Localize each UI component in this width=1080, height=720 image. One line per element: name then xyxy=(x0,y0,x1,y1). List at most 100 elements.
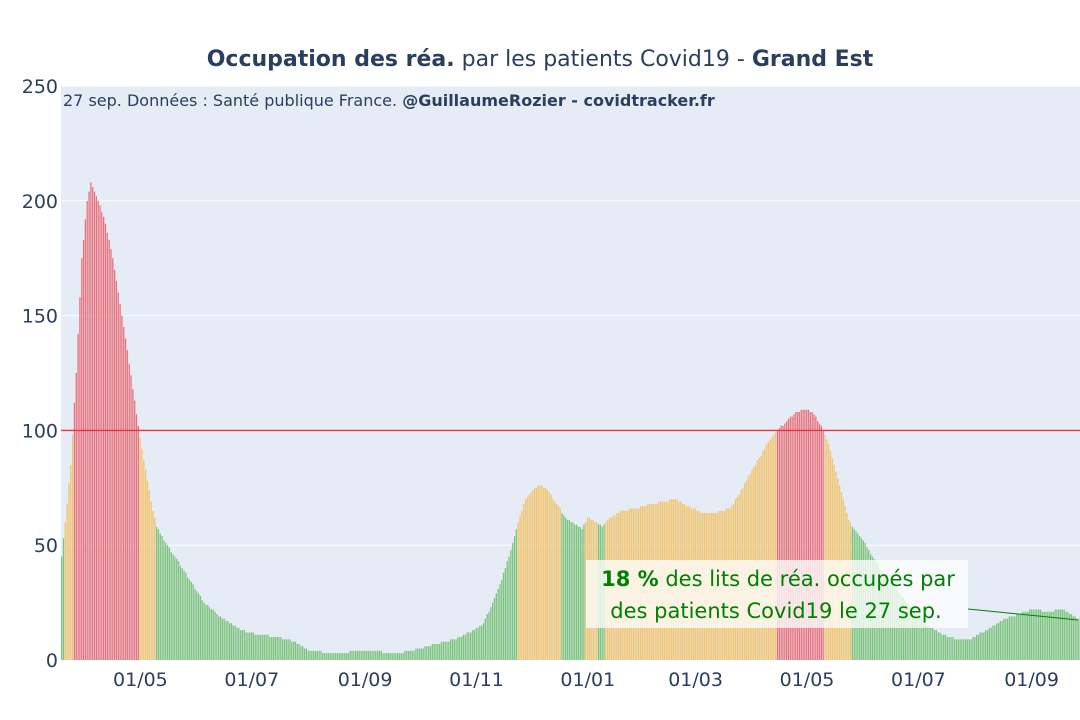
bar xyxy=(95,196,98,660)
bar xyxy=(201,600,203,660)
bar xyxy=(1061,609,1064,660)
bar xyxy=(439,643,441,660)
bar xyxy=(271,637,273,660)
bar xyxy=(952,637,954,660)
bar xyxy=(548,492,550,660)
bar xyxy=(424,646,426,660)
bar xyxy=(510,549,512,660)
bar xyxy=(300,646,302,660)
bar xyxy=(506,561,508,660)
bar xyxy=(1036,609,1038,660)
y-tick-label: 200 xyxy=(22,191,58,213)
bar xyxy=(305,648,308,660)
bar xyxy=(769,439,771,660)
bar xyxy=(230,623,233,660)
bar xyxy=(457,637,459,660)
bar xyxy=(90,182,92,660)
bar xyxy=(523,503,525,660)
bar xyxy=(513,536,516,660)
bar xyxy=(572,522,574,660)
bar xyxy=(216,614,218,660)
bar xyxy=(296,643,298,660)
bar xyxy=(908,604,910,660)
bar xyxy=(970,639,972,660)
bar xyxy=(212,609,214,660)
bar xyxy=(517,522,519,660)
bar xyxy=(983,632,985,660)
bar xyxy=(219,616,222,660)
bar xyxy=(493,598,496,660)
bar xyxy=(508,556,510,660)
bar xyxy=(196,591,198,660)
bar xyxy=(546,490,549,660)
bar xyxy=(183,570,185,660)
bar xyxy=(334,653,337,660)
source-note: 27 sep. Données : Santé publique France.… xyxy=(63,91,715,110)
bar xyxy=(554,501,556,660)
bar xyxy=(533,487,536,660)
bar xyxy=(521,510,523,660)
bar xyxy=(331,653,333,660)
bar xyxy=(977,634,980,660)
x-tick-label: 01/09 xyxy=(1004,669,1059,691)
bar xyxy=(311,650,313,660)
bar xyxy=(773,434,775,660)
bar xyxy=(115,281,118,660)
bar xyxy=(974,637,976,660)
bar xyxy=(829,451,832,660)
bar xyxy=(375,650,377,660)
bar xyxy=(1043,611,1045,660)
bar xyxy=(347,653,350,660)
bar xyxy=(420,648,423,660)
bar xyxy=(826,439,828,660)
bar xyxy=(73,402,76,660)
bar xyxy=(919,616,921,660)
bar xyxy=(574,524,576,660)
bar xyxy=(561,513,563,660)
bar xyxy=(329,653,331,660)
bar xyxy=(1069,614,1071,660)
bar xyxy=(449,639,452,660)
bar xyxy=(1008,616,1011,660)
bar xyxy=(104,223,107,660)
bar xyxy=(497,588,499,660)
bar xyxy=(917,616,919,660)
bar xyxy=(364,650,366,660)
bar xyxy=(165,542,167,660)
bar xyxy=(813,414,815,660)
bar xyxy=(351,650,353,660)
bar xyxy=(159,533,161,660)
bar xyxy=(426,646,428,660)
bar xyxy=(986,630,989,660)
bar xyxy=(258,634,260,660)
bar xyxy=(1025,611,1027,660)
bar xyxy=(1041,611,1043,660)
bar xyxy=(785,421,788,660)
bar xyxy=(1001,620,1003,660)
bar xyxy=(528,494,530,660)
bar xyxy=(486,614,488,660)
bar xyxy=(477,627,479,660)
bar xyxy=(176,558,178,660)
bar xyxy=(566,519,569,660)
bar xyxy=(585,522,587,660)
bar xyxy=(968,639,970,660)
bar xyxy=(391,653,393,660)
bar xyxy=(309,650,311,660)
bar xyxy=(771,437,773,660)
bar xyxy=(150,501,152,660)
bar xyxy=(229,623,231,660)
bar xyxy=(552,499,554,660)
bar xyxy=(187,577,189,660)
bar xyxy=(997,623,1000,660)
bar xyxy=(1074,616,1076,660)
bar xyxy=(108,239,110,660)
bar xyxy=(99,205,101,660)
bar xyxy=(815,416,817,660)
bar xyxy=(776,430,779,660)
bar xyxy=(141,448,143,660)
bar xyxy=(922,620,925,660)
bar xyxy=(327,653,329,660)
bar xyxy=(544,487,547,660)
bar xyxy=(782,425,784,660)
